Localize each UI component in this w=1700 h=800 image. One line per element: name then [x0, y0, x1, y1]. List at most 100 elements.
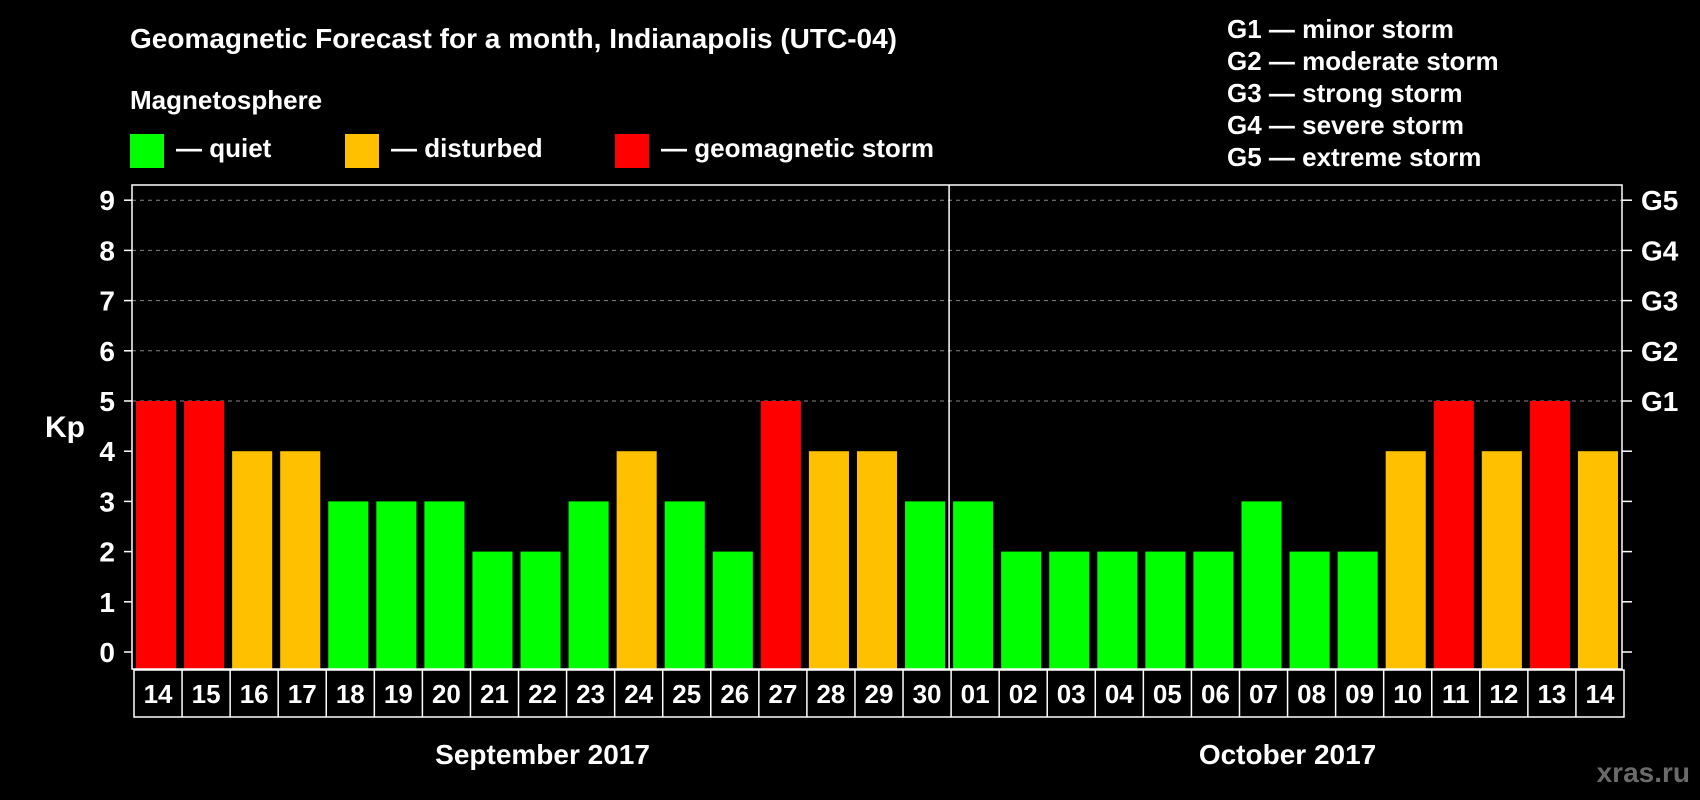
chart-title: Geomagnetic Forecast for a month, Indian…: [130, 23, 897, 54]
x-tick-label-9: 23: [576, 679, 605, 709]
bar-6: [424, 501, 465, 669]
g-scale-label-G1: G1: [1641, 386, 1678, 417]
month-labels: September 2017 October 2017: [435, 739, 1376, 770]
legend: — quiet — disturbed — geomagnetic storm: [130, 133, 934, 168]
x-tick-label-7: 21: [480, 679, 509, 709]
x-tick-label-1: 15: [192, 679, 221, 709]
y-tick-label-9: 9: [99, 185, 115, 216]
day-label-frame: [133, 669, 1625, 718]
x-tick-label-13: 27: [768, 679, 797, 709]
x-tick-label-11: 25: [672, 679, 701, 709]
g-scale-label-G4: G4: [1641, 235, 1679, 266]
storm-scale-item-2: G3 — strong storm: [1227, 78, 1462, 108]
bar-9: [568, 501, 609, 669]
month-label-0: September 2017: [435, 739, 650, 770]
x-tick-label-8: 22: [528, 679, 557, 709]
x-tick-label-15: 29: [865, 679, 894, 709]
y-axis-ticks: 0 1 2 3 4 5 6 7 8 9: [99, 185, 132, 668]
bar-1: [184, 401, 225, 669]
g-scale-label-G5: G5: [1641, 185, 1678, 216]
x-tick-label-24: 08: [1297, 679, 1326, 709]
bar-14: [808, 451, 849, 669]
bar-22: [1193, 551, 1234, 669]
storm-scale-item-4: G5 — extreme storm: [1227, 142, 1481, 172]
month-label-1: October 2017: [1199, 739, 1376, 770]
bar-8: [520, 551, 561, 669]
x-axis-day-labels: 14 15 16 17 18 19 20 21 22 23 24 25 26 27 28 29 30 01 02 03…: [144, 679, 1615, 709]
y-tick-label-0: 0: [99, 637, 115, 668]
legend-label-0: — quiet: [176, 133, 272, 163]
bar-3: [280, 451, 321, 669]
legend-swatch-0: [130, 134, 164, 168]
x-tick-label-18: 02: [1009, 679, 1038, 709]
legend-swatch-1: [345, 134, 379, 168]
bar-11: [664, 501, 705, 669]
x-tick-label-2: 16: [240, 679, 269, 709]
y-tick-label-3: 3: [99, 486, 115, 517]
bar-29: [1529, 401, 1570, 669]
bar-12: [712, 551, 753, 669]
bar-23: [1241, 501, 1282, 669]
g-scale-label-G2: G2: [1641, 336, 1678, 367]
x-tick-label-14: 28: [816, 679, 845, 709]
x-tick-label-6: 20: [432, 679, 461, 709]
x-tick-label-28: 12: [1489, 679, 1518, 709]
bar-18: [1001, 551, 1042, 669]
watermark: xras.ru: [1597, 757, 1690, 788]
y-tick-label-8: 8: [99, 235, 115, 266]
bar-27: [1433, 401, 1474, 669]
bar-0: [136, 401, 177, 669]
x-tick-label-19: 03: [1057, 679, 1086, 709]
x-tick-label-21: 05: [1153, 679, 1182, 709]
bars: [136, 401, 1618, 669]
y-tick-label-5: 5: [99, 386, 115, 417]
bar-15: [856, 451, 898, 669]
plot-frame: [131, 184, 1623, 670]
storm-scale-item-0: G1 — minor storm: [1227, 14, 1454, 44]
x-tick-label-17: 01: [961, 679, 990, 709]
y-tick-label-7: 7: [99, 286, 115, 317]
g-scale-ticks: G1 G2 G3 G4 G5: [1622, 185, 1679, 653]
x-tick-label-0: 14: [144, 679, 173, 709]
bar-13: [760, 401, 801, 669]
storm-scale-item-1: G2 — moderate storm: [1227, 46, 1499, 76]
x-tick-label-3: 17: [288, 679, 317, 709]
x-tick-label-25: 09: [1345, 679, 1374, 709]
y-tick-label-1: 1: [99, 587, 115, 618]
bar-7: [472, 551, 513, 669]
x-tick-label-27: 11: [1442, 679, 1470, 709]
bar-30: [1577, 451, 1618, 669]
storm-scale-item-3: G4 — severe storm: [1227, 110, 1464, 140]
x-tick-label-10: 24: [624, 679, 653, 709]
x-tick-label-16: 30: [913, 679, 942, 709]
grid-lines: [132, 199, 1622, 402]
bar-26: [1385, 451, 1426, 669]
bar-25: [1337, 551, 1378, 669]
bar-2: [232, 451, 273, 669]
y-axis-label: Kp: [45, 411, 85, 444]
axes: [131, 184, 1625, 718]
x-tick-label-22: 06: [1201, 679, 1230, 709]
x-tick-label-29: 13: [1537, 679, 1566, 709]
x-tick-label-23: 07: [1249, 679, 1278, 709]
bar-19: [1049, 551, 1090, 669]
legend-swatch-2: [615, 134, 649, 168]
x-tick-label-30: 14: [1586, 679, 1615, 709]
legend-label-2: — geomagnetic storm: [661, 133, 934, 163]
legend-heading: Magnetosphere: [130, 85, 322, 115]
x-tick-label-26: 10: [1393, 679, 1422, 709]
y-tick-label-2: 2: [99, 537, 115, 568]
y-tick-label-4: 4: [99, 436, 115, 467]
g-scale-label-G3: G3: [1641, 286, 1678, 317]
x-tick-label-20: 04: [1105, 679, 1134, 709]
bar-24: [1289, 551, 1330, 669]
bar-16: [905, 501, 946, 669]
bar-4: [328, 501, 369, 669]
bar-17: [953, 501, 994, 669]
bar-5: [376, 501, 417, 669]
x-tick-label-5: 19: [384, 679, 413, 709]
bar-28: [1481, 451, 1522, 669]
y-tick-label-6: 6: [99, 336, 115, 367]
legend-label-1: — disturbed: [391, 133, 543, 163]
